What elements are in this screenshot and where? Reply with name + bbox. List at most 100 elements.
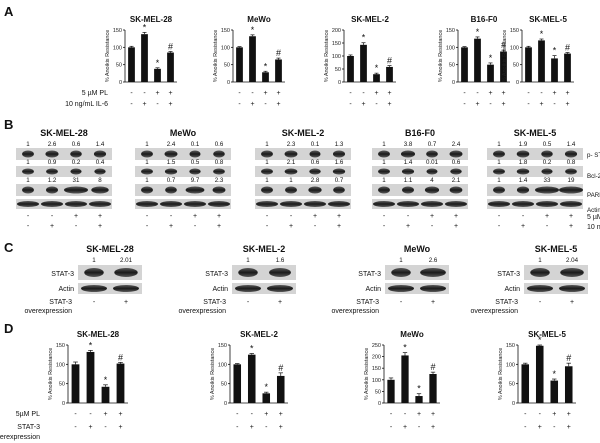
densitometry-value: 0.4	[96, 159, 105, 166]
protein-band	[189, 168, 201, 175]
bar	[247, 354, 256, 403]
densitometry-value: 0.6	[72, 141, 81, 148]
blot-strip	[372, 148, 468, 160]
protein-band	[401, 168, 415, 175]
sign-il6: -	[349, 101, 352, 108]
bar	[500, 51, 507, 82]
actin-band	[41, 201, 63, 207]
y-tick-label: 100	[221, 45, 230, 51]
y-axis-label: % Anoikis Resistance	[324, 30, 330, 83]
protein-band	[493, 186, 505, 194]
densitometry-value: 1	[265, 159, 269, 166]
y-tick-label: 0	[119, 80, 122, 86]
protein-band	[516, 168, 530, 175]
densitometry-value: 1	[382, 159, 386, 166]
protein-band	[141, 150, 153, 158]
densitometry-value: 1	[145, 159, 149, 166]
stat3-band	[238, 268, 258, 277]
sign-il6: -	[156, 101, 159, 108]
y-tick-label: 50	[116, 63, 122, 69]
sign-pl: +	[501, 90, 505, 97]
bar	[101, 386, 110, 403]
treatment-label-line2: overexpression	[471, 308, 519, 315]
protein-band	[516, 150, 530, 158]
protein-band	[332, 168, 346, 175]
blot-strip	[372, 184, 468, 196]
sign-pl: -	[522, 213, 525, 220]
chart-title: MeWo	[247, 15, 271, 24]
protein-band	[141, 186, 153, 194]
chart-title: SK-MEL-28	[130, 15, 173, 24]
y-tick-label: 200	[332, 28, 341, 34]
protein-band	[164, 168, 178, 175]
protein-band	[285, 186, 297, 194]
protein-band	[493, 168, 505, 175]
treatment-label-pl: 5 µM PL	[587, 214, 600, 221]
y-tick-label: 50	[449, 63, 455, 69]
blot-title: SK-MEL-28	[40, 128, 88, 138]
sign-pl: -	[146, 213, 149, 220]
bar	[525, 47, 532, 82]
sign-il6: -	[266, 223, 269, 230]
actin-strip	[135, 199, 231, 209]
protein-band	[284, 150, 298, 158]
protein-band	[261, 150, 273, 158]
y-tick-label: 150	[506, 343, 515, 349]
y-tick-label: 150	[332, 41, 341, 47]
sign-il6: -	[264, 101, 267, 108]
densitometry-value: 2.4	[167, 141, 176, 148]
protein-band	[46, 168, 58, 175]
sign-il6: +	[168, 101, 172, 108]
sign-pl: +	[103, 411, 107, 418]
y-tick-label: 0	[516, 80, 519, 86]
sign-il6: -	[553, 101, 556, 108]
sign-stat3: +	[538, 424, 542, 431]
bar	[167, 52, 174, 82]
sign-pl: -	[498, 213, 501, 220]
sign-stat3: +	[88, 424, 92, 431]
densitometry-value: 0.6	[311, 159, 320, 166]
sign-stat3: +	[403, 424, 407, 431]
densitometry-value: 1	[145, 177, 149, 184]
sign-il6: +	[521, 223, 525, 230]
bar	[535, 345, 544, 403]
significance-marker: #	[168, 41, 173, 51]
y-axis-label: % Anoikis Resistance	[364, 348, 370, 401]
blot-title: SK-MEL-28	[86, 244, 134, 254]
sign-pl: -	[266, 213, 269, 220]
panel-b: SK-MEL-28 1 2.6 0.6 1.4 1 0.9 0.2 0.4 1 1.2 31 8 - - + +…	[16, 128, 600, 231]
sign-pl: -	[390, 411, 393, 418]
actin-band	[560, 201, 582, 207]
treatment-label-stat3-line1: STAT-3	[17, 424, 40, 431]
treatment-label-line2: overexpression	[332, 308, 380, 315]
sign-pl: -	[290, 213, 293, 220]
actin-band	[445, 201, 467, 207]
protein-band	[378, 186, 390, 194]
densitometry-value: 0.8	[215, 159, 224, 166]
densitometry-value: 1	[497, 177, 501, 184]
protein-band	[261, 168, 273, 175]
protein-band	[541, 168, 553, 175]
significance-marker: *	[403, 343, 407, 353]
sign-pl: +	[118, 411, 122, 418]
protein-band	[450, 168, 462, 175]
actin-band	[328, 201, 350, 207]
sign-stat3: +	[124, 299, 128, 306]
densitometry-value: 0.9	[48, 159, 57, 166]
sign-il6: +	[250, 101, 254, 108]
densitometry-value: 2.8	[311, 177, 320, 184]
y-tick-label: 0	[378, 401, 381, 407]
actin-band	[304, 201, 326, 207]
stat3-band	[269, 268, 291, 277]
y-tick-label: 150	[221, 28, 230, 34]
treatment-label-line2: overexpression	[25, 308, 73, 315]
actin-row-label: Actin	[212, 286, 228, 293]
protein-band	[70, 150, 82, 158]
sign-il6: +	[142, 101, 146, 108]
sign-stat3: +	[279, 424, 283, 431]
protein-band	[535, 186, 559, 194]
significance-marker: *	[538, 335, 542, 345]
protein-band	[164, 150, 178, 158]
densitometry-value: 0.8	[567, 159, 576, 166]
sign-pl: +	[454, 213, 458, 220]
